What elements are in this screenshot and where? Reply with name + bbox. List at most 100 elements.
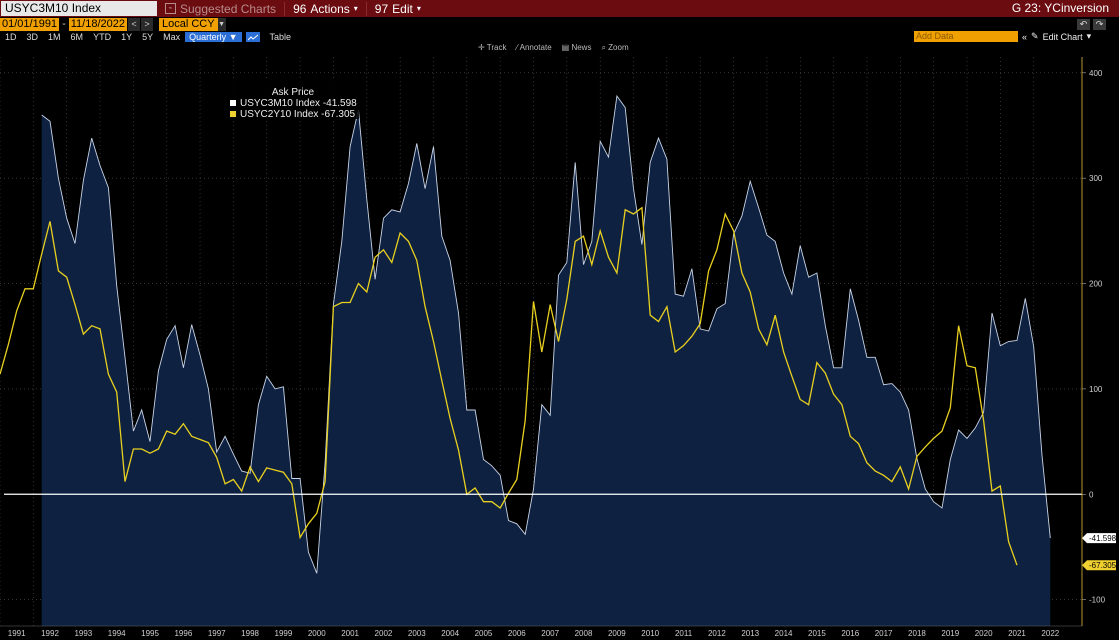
y-tick-label: 300 (1089, 174, 1103, 183)
last-value-label: -41.598 (1082, 533, 1117, 544)
frequency-label: Quarterly (189, 32, 227, 42)
chevron-down-icon: ▾ (416, 4, 421, 13)
suggested-charts-label: Suggested Charts (180, 1, 277, 16)
collapse-icon[interactable]: « (1022, 31, 1028, 42)
last-value-label: -67.305 (1082, 560, 1117, 571)
edit-menu[interactable]: 97 Edit ▾ (365, 1, 429, 16)
x-tick-label: 2005 (475, 629, 493, 638)
period-ytd[interactable]: YTD (93, 32, 112, 42)
period-row: 1D 3D 1M 6M YTD 1Y 5Y Max Quarterly ▼ Ta… (0, 31, 1119, 43)
x-tick-label: 1994 (108, 629, 126, 638)
chevron-down-icon[interactable]: ▾ (1086, 31, 1092, 41)
actions-label: Actions (310, 1, 350, 16)
x-tick-label: 2016 (841, 629, 859, 638)
tool-zoom[interactable]: ⌕ Zoom (601, 43, 628, 53)
x-tick-label: 1992 (41, 629, 59, 638)
legend-swatch (230, 100, 236, 106)
tool-news[interactable]: ▤ News (562, 43, 592, 53)
chevron-down-icon: ▾ (353, 4, 358, 13)
line-chart-icon[interactable] (245, 32, 260, 42)
x-tick-label: 2020 (975, 629, 993, 638)
legend-swatch (230, 111, 236, 117)
tool-track-label: Track (486, 43, 507, 52)
last-value-tag (1082, 560, 1116, 571)
redo-icon[interactable]: ↷ (1093, 19, 1106, 30)
y-tick-label: 100 (1089, 385, 1103, 394)
edit-code: 97 (374, 1, 389, 16)
last-value-text: -41.598 (1089, 534, 1117, 543)
series-usyc2y10-line (0, 206, 1018, 566)
add-data-input[interactable]: Add Data (914, 31, 1018, 42)
series-usyc3m10-area (41, 94, 1051, 626)
zoom-icon: ⌕ (601, 43, 606, 52)
edit-label: Edit (392, 1, 413, 16)
x-tick-label: 2007 (541, 629, 559, 638)
series-area-fill (41, 96, 1051, 626)
end-date-field[interactable]: 11/18/2022 (68, 17, 127, 31)
news-icon: ▤ (561, 43, 570, 52)
start-date-field[interactable]: 01/01/1991 (0, 17, 60, 31)
date-range-row: 01/01/1991 - 11/18/2022 < > Local CCY ▼ (0, 17, 1119, 31)
actions-code: 96 (293, 1, 307, 16)
x-tick-label: 1997 (208, 629, 226, 638)
x-tick-label: 2021 (1008, 629, 1026, 638)
y-tick-label: 400 (1089, 69, 1103, 78)
period-1m[interactable]: 1M (48, 32, 61, 42)
tool-zoom-label: Zoom (608, 43, 629, 52)
edit-chart-button[interactable]: Edit Chart (1042, 31, 1083, 42)
x-tick-label: 2017 (875, 629, 893, 638)
x-tick-label: 2011 (675, 629, 693, 638)
title-bar: USYC3M10 Index ⌁ Suggested Charts 96 Act… (0, 0, 1119, 17)
prev-period-icon[interactable]: < (127, 17, 140, 31)
frequency-select[interactable]: Quarterly ▼ (185, 32, 242, 42)
tool-annotate[interactable]: ⁄ Annotate (516, 43, 551, 53)
x-tick-label: 2013 (741, 629, 759, 638)
period-max[interactable]: Max (163, 32, 181, 42)
legend-header: Ask Price (272, 87, 315, 98)
x-tick-label: 1999 (275, 629, 293, 638)
last-value-labels: -41.598 -67.305 (1082, 533, 1117, 571)
chevron-down-icon[interactable]: ▼ (217, 17, 226, 31)
tool-annotate-label: Annotate (519, 43, 552, 52)
suggested-charts-icon: ⌁ (165, 3, 176, 14)
undo-icon[interactable]: ↶ (1077, 19, 1090, 30)
actions-menu[interactable]: 96 Actions ▾ (284, 1, 366, 16)
date-dash: - (62, 18, 66, 30)
period-6m[interactable]: 6M (70, 32, 84, 42)
tool-track[interactable]: ✛ Track (478, 43, 506, 53)
crosshair-icon: ✛ (478, 43, 485, 52)
period-5y[interactable]: 5Y (142, 32, 154, 42)
x-axis: 1991 1992 1993 1994 1995 1996 1997 1998 1999 2000… (0, 625, 1082, 638)
next-period-icon[interactable]: > (140, 17, 153, 31)
x-tick-label: 1998 (241, 629, 259, 638)
ticker-input[interactable]: USYC3M10 Index (1, 1, 157, 16)
table-button[interactable]: Table (269, 32, 292, 42)
period-3d[interactable]: 3D (26, 32, 39, 42)
x-tick-label: 2002 (375, 629, 393, 638)
x-tick-label: 1996 (174, 629, 192, 638)
last-value-tag (1082, 533, 1116, 544)
series-line (0, 206, 1018, 566)
currency-field[interactable]: Local CCY (158, 17, 218, 31)
x-tick-label: 1993 (74, 629, 92, 638)
pencil-icon: ✎ (1031, 31, 1039, 41)
period-1d[interactable]: 1D (5, 32, 17, 42)
legend-item-label: USYC3M10 Index -41.598 (240, 98, 357, 109)
x-tick-label: 2018 (908, 629, 926, 638)
x-tick-label: 2019 (941, 629, 959, 638)
suggested-charts-link[interactable]: ⌁ Suggested Charts (157, 2, 284, 16)
pencil-icon: ⁄ (516, 43, 518, 52)
legend-box (226, 81, 359, 119)
edit-chart-controls: « ✎ Edit Chart ▾ (1022, 31, 1091, 42)
x-tick-label: 2004 (441, 629, 459, 638)
y-axis: -100 0 100 200 300 400 (1081, 57, 1106, 626)
x-tick-label: 2012 (708, 629, 726, 638)
y-tick-label: 0 (1089, 490, 1094, 499)
chart-tools: ✛ Track ⁄ Annotate ▤ News ⌕ Zoom (478, 43, 629, 53)
period-1y[interactable]: 1Y (121, 32, 133, 42)
x-tick-label: 2022 (1041, 629, 1059, 638)
x-tick-label: 2000 (308, 629, 326, 638)
page-code: G 23: YCinversion (1011, 1, 1109, 15)
